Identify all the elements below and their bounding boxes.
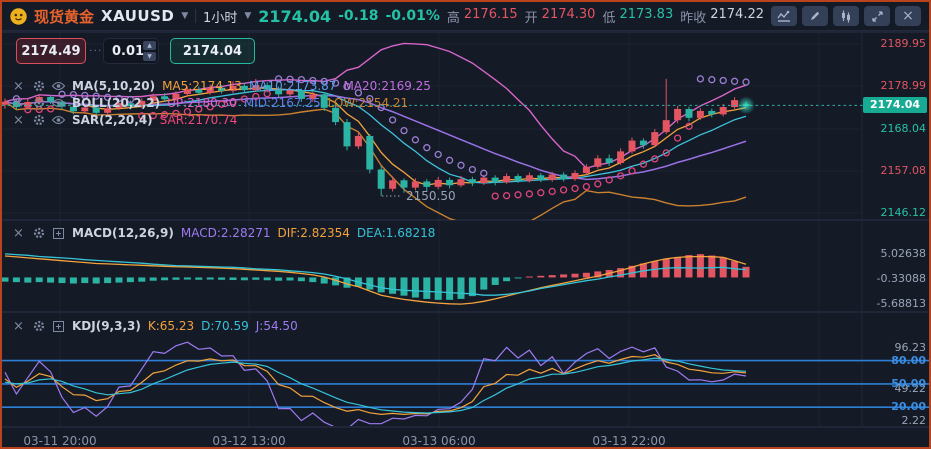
kdj-ref-label: 80.00 bbox=[891, 354, 926, 367]
kdj-pane bbox=[2, 341, 929, 426]
indicator-name: MACD(12,26,9) bbox=[72, 226, 174, 240]
indicator-value: MA20:2169.25 bbox=[343, 79, 431, 93]
chart-header: 现货黄金 XAUUSD ▼ 1小时 ▼ 2174.04 -0.18 -0.01%… bbox=[2, 2, 929, 31]
indicator-value: SAR:2170.74 bbox=[159, 113, 238, 127]
indicator-value: DEA:1.68218 bbox=[356, 226, 436, 240]
indicator-value: K:65.23 bbox=[147, 319, 195, 333]
header-divider bbox=[195, 9, 197, 23]
indicator-name: SAR(2,20,4) bbox=[72, 113, 153, 127]
settings-icon[interactable] bbox=[32, 114, 45, 127]
indicator-value: MA10:2173.87 bbox=[248, 79, 337, 93]
time-axis-label: 03-13 06:00 bbox=[402, 434, 476, 448]
close-icon[interactable]: × bbox=[13, 318, 24, 334]
price-axis-label: 2168.04 bbox=[880, 122, 927, 135]
quantity-stepper: ▲ ▼ bbox=[143, 41, 156, 61]
quantity-decrease-button[interactable]: ▼ bbox=[143, 52, 156, 61]
kdj-ref-label: 20.00 bbox=[891, 400, 926, 413]
last-candle-glow bbox=[737, 96, 755, 115]
price-change: -0.18 bbox=[338, 8, 379, 24]
timeframe-dropdown-caret[interactable]: ▼ bbox=[244, 11, 252, 21]
stat-prev-close: 昨收 2174.22 bbox=[680, 6, 764, 26]
chart-toolbar: × bbox=[771, 6, 921, 26]
close-icon[interactable]: × bbox=[895, 6, 921, 26]
close-icon[interactable]: × bbox=[13, 225, 24, 241]
close-icon[interactable]: × bbox=[13, 95, 24, 111]
fullscreen-icon[interactable] bbox=[864, 6, 890, 26]
sell-price-button[interactable]: 2174.49 bbox=[16, 38, 86, 64]
indicator-name: MA(5,10,20) bbox=[72, 79, 156, 93]
expand-icon[interactable] bbox=[52, 320, 65, 333]
indicator-value: MACD:2.28271 bbox=[180, 226, 271, 240]
stat-low: 低 2173.83 bbox=[602, 6, 674, 26]
time-axis-label: 03-12 13:00 bbox=[212, 434, 286, 448]
close-icon[interactable]: × bbox=[13, 78, 24, 94]
indicator-value: D:70.59 bbox=[201, 319, 249, 333]
quantity-input[interactable]: 0.01 ▲ ▼ bbox=[103, 38, 159, 64]
indicator-name: KDJ(9,3,3) bbox=[72, 319, 141, 333]
current-price-badge: 2174.04 bbox=[863, 97, 927, 113]
time-axis-label: 03-11 20:00 bbox=[23, 434, 97, 448]
close-icon[interactable]: × bbox=[13, 112, 24, 128]
kdj-ref-label: 50.00 bbox=[891, 377, 926, 390]
visibility-icon[interactable] bbox=[52, 97, 65, 110]
legend-row-macd: × MACD(12,26,9) MACD:2.28271 DIF:2.82354 DEA… bbox=[12, 226, 435, 240]
kdj-axis-label: 49.22 bbox=[894, 382, 927, 395]
indicator-value: UP:2180.30 bbox=[167, 96, 237, 110]
sar-dots bbox=[12, 75, 750, 200]
visibility-icon[interactable] bbox=[52, 80, 65, 93]
chart-style-icon[interactable] bbox=[833, 6, 859, 26]
macd-pane bbox=[2, 253, 750, 305]
indicator-name: BOLL(20,2,2) bbox=[72, 96, 161, 110]
buy-price-button[interactable]: 2174.04 bbox=[170, 38, 255, 64]
price-axis-label: 2157.08 bbox=[880, 164, 927, 177]
gold-coin-logo bbox=[10, 7, 27, 25]
indicator-value: LOW:2154.21 bbox=[327, 96, 409, 110]
quantity-increase-button[interactable]: ▲ bbox=[143, 41, 156, 50]
legend-row-ma: × MA(5,10,20) MA5:2174.13 MA10:2173.87 MA20:… bbox=[12, 79, 431, 93]
settings-icon[interactable] bbox=[32, 227, 45, 240]
bollinger-bands bbox=[4, 42, 747, 220]
settings-icon[interactable] bbox=[32, 320, 45, 333]
macd-axis-label: -0.33088 bbox=[876, 272, 926, 285]
indicator-value: DIF:2.82354 bbox=[277, 226, 350, 240]
stat-high: 高 2176.15 bbox=[446, 6, 518, 26]
legend-row-boll: × BOLL(20,2,2) UP:2180.30 MID:2167.25 LOW:21… bbox=[12, 96, 408, 110]
quantity-value: 0.01 bbox=[112, 43, 145, 59]
stat-open: 开 2174.30 bbox=[524, 6, 596, 26]
expand-icon[interactable] bbox=[52, 227, 65, 240]
draw-icon[interactable] bbox=[802, 6, 828, 26]
low-price-annotation: 2150.50 bbox=[406, 189, 456, 203]
order-panel-drag-handle[interactable]: ··· bbox=[89, 44, 103, 57]
settings-icon[interactable] bbox=[32, 97, 45, 110]
kdj-axis-label: 2.22 bbox=[901, 414, 927, 427]
legend-row-kdj: × KDJ(9,3,3) K:65.23 D:70.59 J:54.50 bbox=[12, 319, 298, 333]
legend-row-sar: × SAR(2,20,4) SAR:2170.74 bbox=[12, 113, 237, 127]
macd-axis-label: 5.02638 bbox=[880, 247, 927, 260]
settings-icon[interactable] bbox=[32, 80, 45, 93]
symbol-dropdown-caret[interactable]: ▼ bbox=[181, 11, 189, 21]
timeframe-selector[interactable]: 1小时 bbox=[203, 10, 238, 26]
indicator-value: MA5:2174.13 bbox=[162, 79, 242, 93]
macd-axis-label: -5.68813 bbox=[876, 297, 926, 310]
symbol-ticker[interactable]: XAUUSD bbox=[101, 7, 175, 25]
symbol-chinese-name: 现货黄金 bbox=[34, 7, 95, 26]
price-axis-label: 2189.95 bbox=[880, 37, 927, 50]
indicator-value: MID:2167.25 bbox=[243, 96, 321, 110]
price-axis-label: 2178.99 bbox=[880, 79, 927, 92]
price-axis-label: 2146.12 bbox=[880, 206, 927, 219]
indicator-value: J:54.50 bbox=[255, 319, 298, 333]
indicator-panel-icon[interactable] bbox=[771, 6, 797, 26]
price-change-percent: -0.01% bbox=[385, 8, 440, 24]
time-axis-label: 03-13 22:00 bbox=[592, 434, 666, 448]
sell-price-value: 2174.49 bbox=[21, 43, 81, 59]
kdj-axis-label: 96.23 bbox=[894, 341, 927, 354]
visibility-icon[interactable] bbox=[52, 114, 65, 127]
buy-price-value: 2174.04 bbox=[182, 43, 243, 59]
last-price: 2174.04 bbox=[258, 6, 332, 26]
